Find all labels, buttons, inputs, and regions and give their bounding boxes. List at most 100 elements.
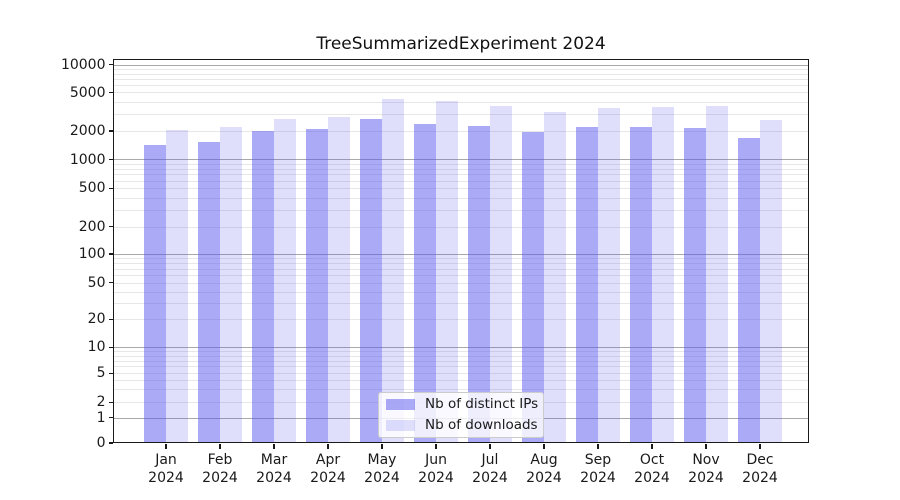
y-tick-mark — [108, 346, 113, 348]
y-tick-mark — [108, 91, 113, 94]
x-axis-tick-label: Feb 2024 — [202, 452, 238, 486]
gridline-minor — [113, 197, 809, 199]
gridline-minor — [113, 366, 809, 368]
x-axis-tick-label: Nov 2024 — [688, 452, 724, 486]
bar-downloads-nov — [705, 106, 728, 443]
bar-downloads-apr — [327, 117, 350, 443]
x-tick-mark — [651, 444, 653, 449]
gridline-minor — [113, 319, 809, 321]
y-tick-mark — [108, 130, 113, 132]
bar-downloads-jul — [489, 105, 512, 443]
legend-row-downloads: Nb of downloads — [386, 417, 538, 433]
y-tick-mark — [108, 253, 113, 255]
bar-distinct-ips-feb — [198, 142, 220, 443]
x-tick-mark — [219, 444, 221, 449]
x-tick-mark — [435, 444, 437, 449]
x-axis-tick-label: Sep 2024 — [580, 452, 616, 486]
y-tick-mark — [108, 226, 113, 228]
gridline-minor — [113, 180, 809, 182]
bar-distinct-ips-dec — [738, 138, 760, 443]
y-tick-mark — [108, 417, 113, 419]
gridline-major — [113, 159, 809, 161]
y-axis-tick-label: 50 — [87, 274, 106, 291]
gridline-major — [113, 347, 809, 349]
gridline-minor — [113, 163, 809, 165]
x-tick-mark — [489, 444, 491, 449]
y-tick-mark — [108, 282, 113, 284]
y-axis-tick-label: 10000 — [60, 56, 106, 73]
y-tick-mark — [108, 401, 113, 403]
bar-distinct-ips-apr — [306, 128, 328, 443]
gridline-major — [113, 64, 809, 66]
x-axis-tick-label: Oct 2024 — [634, 452, 670, 486]
gridline-minor — [113, 226, 809, 228]
y-axis-tick-label: 1 — [96, 409, 106, 426]
x-axis-tick-label: Jun 2024 — [418, 452, 454, 486]
bar-downloads-dec — [759, 119, 782, 443]
gridline-minor — [113, 78, 809, 80]
x-axis-tick-label: Dec 2024 — [742, 452, 778, 486]
gridline-minor — [113, 168, 809, 170]
gridline-minor — [113, 263, 809, 265]
x-axis-tick-label: Mar 2024 — [256, 452, 292, 486]
x-tick-mark — [759, 444, 761, 449]
gridline-minor — [113, 303, 809, 305]
y-axis-tick-label: 0 — [96, 435, 106, 451]
gridline-minor — [113, 291, 809, 293]
legend: Nb of distinct IPs Nb of downloads — [378, 392, 544, 438]
y-tick-mark — [108, 158, 113, 161]
plot-area — [113, 58, 809, 443]
gridline-minor — [113, 73, 809, 75]
x-axis-tick-label: Jan 2024 — [148, 452, 184, 486]
bar-downloads-feb — [219, 126, 242, 443]
bar-distinct-ips-mar — [252, 130, 274, 443]
gridline-minor — [113, 68, 809, 70]
y-axis-tick-label: 5000 — [69, 84, 106, 101]
gridline-minor — [113, 85, 809, 87]
gridline-minor — [113, 174, 809, 176]
bar-downloads-may — [381, 99, 404, 443]
bar-downloads-oct — [651, 107, 674, 443]
gridline-minor — [113, 380, 809, 382]
gridline-minor — [113, 258, 809, 260]
gridline-minor — [113, 275, 809, 277]
x-tick-mark — [165, 444, 167, 449]
x-tick-mark — [273, 444, 275, 449]
gridline-minor — [113, 351, 809, 353]
legend-label-downloads: Nb of downloads — [425, 417, 538, 433]
y-tick-mark — [108, 318, 113, 320]
bar-downloads-jan — [165, 129, 188, 443]
gridline-minor — [113, 360, 809, 362]
y-axis-tick-label: 1000 — [69, 151, 106, 168]
legend-row-distinct-ips: Nb of distinct IPs — [386, 396, 539, 412]
y-tick-mark — [108, 372, 113, 374]
bar-distinct-ips-jul — [468, 125, 490, 443]
y-tick-mark — [108, 64, 113, 66]
x-tick-mark — [705, 444, 707, 449]
bar-distinct-ips-jun — [414, 124, 436, 443]
gridline-minor — [113, 355, 809, 357]
bar-distinct-ips-jan — [144, 145, 166, 443]
x-tick-mark — [597, 444, 599, 449]
bar-distinct-ips-oct — [630, 127, 652, 443]
gridline-minor — [113, 113, 809, 115]
y-axis-tick-label: 500 — [78, 180, 106, 197]
gridline-minor — [113, 389, 809, 391]
bar-distinct-ips-may — [360, 119, 382, 443]
x-axis-tick-label: May 2024 — [364, 452, 400, 486]
gridline-minor — [113, 130, 809, 132]
gridline-minor — [113, 188, 809, 190]
y-tick-mark — [108, 187, 113, 189]
x-axis-tick-label: Aug 2024 — [526, 452, 562, 486]
bar-distinct-ips-aug — [522, 131, 544, 443]
gridline-minor — [113, 373, 809, 375]
y-axis-tick-label: 100 — [78, 246, 106, 262]
legend-swatch-distinct-ips — [386, 399, 415, 410]
legend-swatch-downloads — [386, 420, 415, 431]
legend-label-distinct-ips: Nb of distinct IPs — [425, 396, 539, 412]
x-tick-mark — [381, 444, 383, 449]
gridline-minor — [113, 268, 809, 270]
gridline-minor — [113, 92, 809, 94]
gridline-minor — [113, 209, 809, 211]
